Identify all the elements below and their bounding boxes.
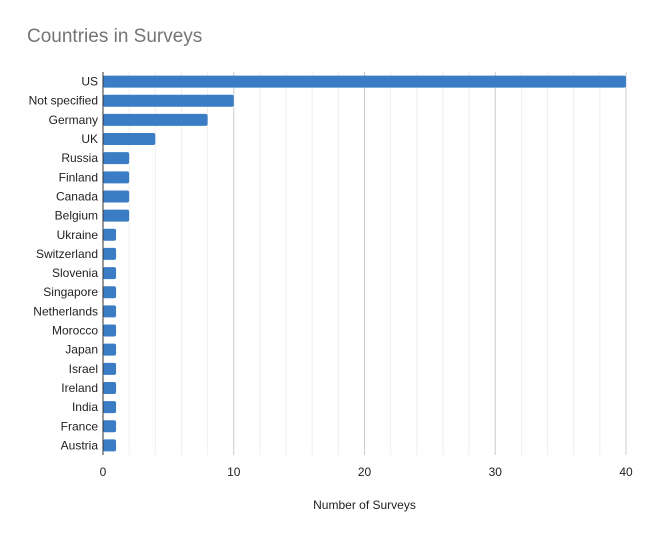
bar-netherlands	[103, 305, 117, 318]
category-label: US	[81, 75, 98, 89]
category-label: India	[72, 400, 98, 414]
bar-ukraine	[103, 228, 117, 241]
bars-group	[103, 75, 626, 452]
bar-russia	[103, 152, 130, 165]
category-label: Canada	[56, 189, 98, 203]
category-label: Slovenia	[52, 266, 98, 280]
category-label: Netherlands	[33, 304, 98, 318]
bar-not-specified	[103, 94, 234, 107]
category-label: Belgium	[55, 209, 98, 223]
x-tick-label: 10	[227, 465, 241, 479]
x-tick-label: 30	[489, 465, 503, 479]
x-tick-label: 40	[619, 465, 633, 479]
bar-singapore	[103, 286, 117, 299]
bar-belgium	[103, 209, 130, 222]
category-label: Switzerland	[36, 247, 98, 261]
bar-morocco	[103, 324, 117, 337]
category-label: Israel	[69, 362, 98, 376]
bar-us	[103, 75, 626, 88]
chart-title: Countries in Surveys	[27, 26, 203, 47]
category-label: Russia	[61, 151, 98, 165]
category-label: UK	[81, 132, 98, 146]
major-gridlines	[233, 72, 627, 455]
category-label: Germany	[49, 113, 98, 127]
bar-france	[103, 420, 117, 433]
x-tick-label: 0	[100, 465, 107, 479]
bar-finland	[103, 171, 130, 184]
category-label: Not specified	[29, 94, 98, 108]
bar-israel	[103, 362, 117, 375]
bar-japan	[103, 343, 117, 356]
bar-ireland	[103, 381, 117, 394]
bar-canada	[103, 190, 130, 203]
bar-uk	[103, 133, 156, 146]
x-tick-labels: 0 10 20 30 40	[100, 465, 633, 479]
bar-india	[103, 401, 117, 414]
x-tick-label: 20	[358, 465, 372, 479]
category-label: Ireland	[61, 381, 98, 395]
x-axis-title: Number of Surveys	[313, 498, 416, 512]
category-label: Morocco	[52, 324, 98, 338]
minor-gridlines	[128, 72, 601, 455]
bar-austria	[103, 439, 117, 452]
category-labels: US Not specified Germany UK Russia Finland Can…	[29, 75, 99, 453]
category-label: France	[61, 419, 99, 433]
bar-switzerland	[103, 247, 117, 260]
category-label: Singapore	[43, 285, 98, 299]
bar-germany	[103, 113, 208, 126]
category-label: Ukraine	[57, 228, 99, 242]
bar-slovenia	[103, 267, 117, 280]
category-label: Japan	[65, 343, 98, 357]
category-label: Austria	[61, 438, 99, 452]
category-label: Finland	[59, 170, 98, 184]
